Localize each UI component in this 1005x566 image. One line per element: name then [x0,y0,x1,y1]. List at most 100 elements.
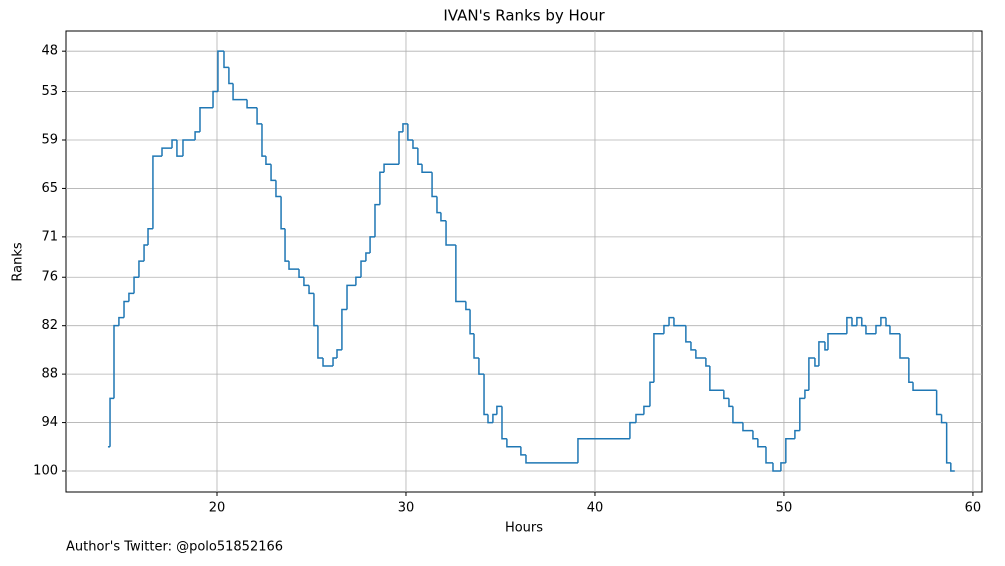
step-segment [360,260,366,278]
step-segment [935,390,942,416]
step-segment [780,462,786,472]
step-segment [643,405,650,415]
step-segment [147,228,153,245]
step-segment [885,317,890,327]
step-segment [649,381,654,407]
step-segment [123,300,129,318]
step-segment [288,261,300,270]
step-segment [445,220,456,246]
step-segment [212,90,218,108]
step-segment [889,325,900,335]
step-segment [772,462,781,472]
step-segment [128,292,135,302]
y-tick-label: 82 [41,318,58,333]
step-segment [280,196,286,230]
step-segment [492,413,497,423]
step-segment [455,244,466,303]
step-segment [270,164,276,182]
step-segment [398,131,403,165]
step-segment [765,446,773,464]
step-segment [374,203,380,237]
step-segment [506,438,521,448]
step-segment [223,51,229,69]
step-segment [685,325,691,343]
y-axis-label: Ranks [11,242,26,281]
x-tick-label: 40 [587,501,604,516]
x-tick-label: 60 [965,501,982,516]
step-segment [635,413,644,423]
step-segment [436,196,441,214]
step-segment [113,324,119,399]
step-segment [228,67,234,85]
step-segment [256,107,262,125]
step-segment [171,139,177,149]
plot-frame [65,30,983,493]
step-segment [322,357,334,367]
step-segment [152,155,163,229]
step-segment [199,106,214,132]
step-segment [653,333,664,383]
step-segment [417,148,423,165]
x-tick-label: 50 [776,501,793,516]
step-segment [465,301,471,311]
y-tick-label: 53 [41,84,58,99]
step-segment [728,398,733,408]
step-segment [950,462,955,472]
step-segment [752,430,758,440]
step-segment [284,228,289,262]
step-segment [365,252,371,262]
x-axis-label: Hours [505,521,543,536]
step-segment [346,284,356,310]
x-tick-label: 30 [398,501,415,516]
step-segment [341,308,348,350]
step-segment [478,357,485,375]
step-segment [133,276,139,294]
step-segment [261,123,266,157]
x-tick-label: 20 [209,501,226,516]
step-segment [814,357,819,367]
step-segment [940,414,947,424]
step-segment [469,309,475,335]
step-segment [431,172,437,198]
step-segment [827,333,847,350]
step-segment [275,180,282,198]
chart-title: IVAN's Ranks by Hour [443,7,605,25]
step-segment [899,333,909,359]
step-segment [176,139,183,157]
step-segment [629,421,636,439]
step-segment [421,164,433,174]
step-segment [501,406,507,440]
step-segment [473,333,479,359]
step-segment [407,123,413,141]
step-segment [308,285,314,295]
step-segment [520,446,526,456]
step-segment [732,406,743,424]
step-segment [496,405,502,415]
step-segment [182,139,196,157]
step-segment [483,374,488,416]
y-tick-label: 65 [41,181,58,196]
y-tick-label: 59 [41,132,58,147]
step-segment [313,293,318,327]
step-segment [856,316,862,326]
step-segment [794,429,800,439]
step-segment [336,349,342,358]
step-segment [818,341,825,367]
step-segment [945,422,951,464]
footnote: Author's Twitter: @polo51852166 [66,540,283,555]
step-segment [412,139,418,149]
y-tick-label: 88 [41,367,58,382]
step-segment [705,357,710,367]
step-segment [317,325,324,359]
y-tick-label: 48 [41,44,58,59]
step-segment [143,244,149,262]
step-segment [799,397,805,431]
step-segment [303,277,310,287]
step-segment [440,212,447,222]
step-segment [912,382,937,392]
step-segment [668,316,674,326]
step-segment [742,422,753,432]
step-segment [663,324,670,334]
step-segment [298,269,304,278]
